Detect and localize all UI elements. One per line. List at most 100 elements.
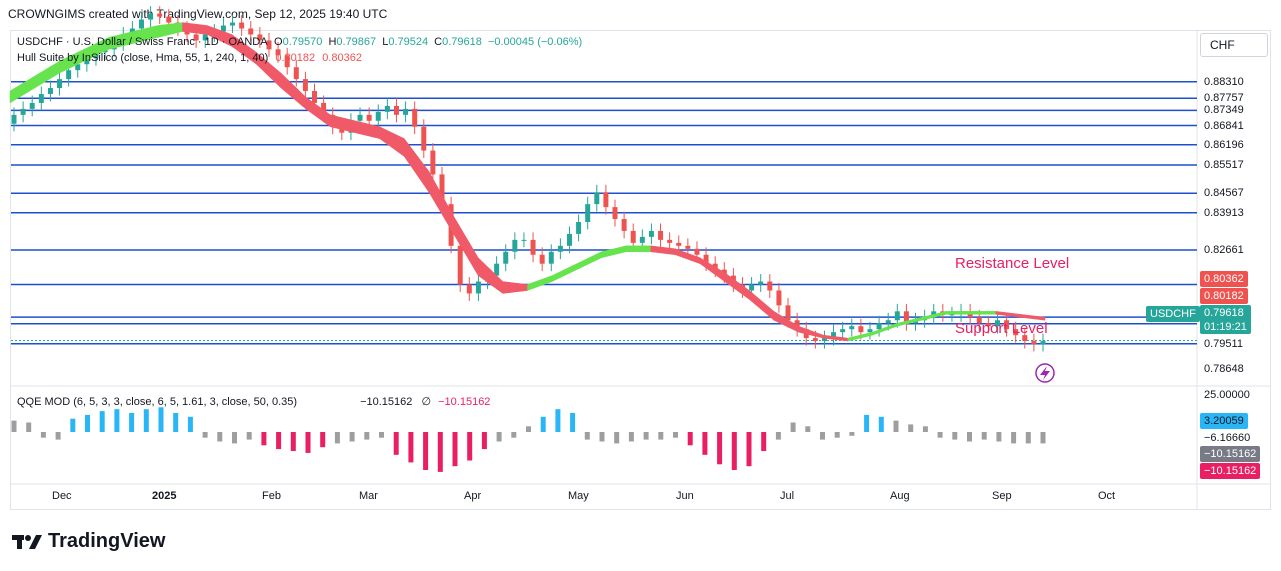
close-value: 0.79618 bbox=[442, 36, 482, 48]
candle-body bbox=[639, 236, 645, 243]
candle-body bbox=[603, 192, 609, 208]
candle-body bbox=[694, 248, 700, 255]
qqe-tag-a: 3.20059 bbox=[1200, 413, 1248, 429]
candle-body bbox=[38, 94, 44, 103]
qqe-bar bbox=[893, 420, 899, 432]
candle-body bbox=[703, 254, 709, 264]
qqe-bar bbox=[864, 414, 870, 432]
candle-body bbox=[612, 207, 618, 220]
qqe-bar bbox=[731, 432, 737, 470]
tradingview-wordmark: TradingView bbox=[48, 530, 166, 552]
symbol-tag: USDCHF bbox=[1146, 306, 1200, 322]
qqe-bar bbox=[540, 416, 546, 432]
candle-body bbox=[20, 108, 26, 115]
candle-body bbox=[821, 338, 827, 342]
price-axis-label: 0.87757 bbox=[1204, 92, 1244, 105]
hull-band-segment bbox=[305, 96, 331, 128]
qqe-title[interactable]: QQE MOD (6, 5, 3, 3, close, 6, 5, 1.61, … bbox=[17, 396, 298, 408]
price-axis-label: 0.82661 bbox=[1204, 243, 1244, 256]
candle-body bbox=[475, 281, 481, 294]
candle-body bbox=[47, 88, 53, 95]
qqe-top-label: 25.00000 bbox=[1204, 389, 1250, 401]
qqe-value-1: −10.15162 bbox=[360, 396, 413, 408]
candle-body bbox=[1031, 341, 1037, 345]
candle-body bbox=[321, 102, 327, 115]
open-value: 0.79570 bbox=[282, 36, 323, 48]
price-axis-label: 0.84567 bbox=[1204, 187, 1244, 200]
qqe-bar bbox=[805, 426, 811, 432]
candle-body bbox=[831, 332, 837, 339]
hull-band-segment bbox=[453, 215, 479, 277]
price-axis-label: 0.85517 bbox=[1204, 158, 1244, 171]
candle-body bbox=[193, 34, 199, 41]
candle-body bbox=[530, 239, 536, 255]
qqe-bar bbox=[673, 432, 678, 438]
hull-band-segment bbox=[354, 120, 380, 139]
candle-body bbox=[658, 230, 664, 240]
candle-body bbox=[366, 114, 372, 121]
qqe-bar bbox=[276, 432, 282, 450]
candle-body bbox=[403, 108, 409, 115]
qqe-bar bbox=[26, 422, 32, 432]
qqe-tag-c: −10.15162 bbox=[1200, 446, 1261, 462]
candle-body bbox=[585, 204, 591, 223]
qqe-bar bbox=[614, 432, 620, 444]
qqe-bar bbox=[1040, 432, 1046, 444]
price-axis-label: 0.78648 bbox=[1204, 363, 1244, 376]
qqe-bar bbox=[761, 432, 767, 451]
qqe-label-b: −6.16660 bbox=[1204, 432, 1251, 444]
candle-body bbox=[148, 13, 154, 20]
candle-body bbox=[1013, 329, 1019, 336]
candle-body bbox=[375, 111, 381, 121]
hull-band-segment bbox=[551, 263, 578, 282]
hull-band-segment bbox=[946, 311, 972, 315]
qqe-bar bbox=[129, 413, 135, 432]
tradingview-footer: TradingView bbox=[12, 530, 165, 553]
candle-body bbox=[812, 338, 818, 342]
chart-header: CROWNGIMS created with TradingView.com, … bbox=[8, 7, 388, 21]
symbol-title[interactable]: USDCHF · U.S. Dollar / Swiss Franc · 1D … bbox=[17, 36, 267, 48]
qqe-bar bbox=[393, 432, 399, 455]
qqe-bar bbox=[981, 432, 987, 440]
qqe-bar bbox=[246, 432, 252, 440]
qqe-bar bbox=[717, 432, 723, 465]
qqe-bar bbox=[658, 432, 664, 440]
candle-body bbox=[457, 245, 463, 285]
qqe-bar bbox=[70, 418, 76, 432]
qqe-tag-d: −10.15162 bbox=[1200, 463, 1261, 479]
qqe-bar bbox=[628, 432, 634, 442]
qqe-bar bbox=[114, 409, 120, 432]
hull-band-segment bbox=[970, 311, 996, 315]
price-axis-label: 0.86841 bbox=[1204, 119, 1244, 132]
currency-selector[interactable]: CHF bbox=[1200, 33, 1268, 57]
candle-body bbox=[75, 64, 81, 71]
candle-body bbox=[840, 329, 846, 333]
price-axis-label: 0.86196 bbox=[1204, 138, 1244, 151]
qqe-bar bbox=[511, 432, 517, 438]
price-axis-label: 0.87349 bbox=[1204, 104, 1244, 117]
indicator-title[interactable]: Hull Suite by InSilico (close, Hma, 55, … bbox=[17, 52, 269, 64]
qqe-bar bbox=[173, 413, 179, 432]
candle-body bbox=[994, 320, 1000, 327]
candle-body bbox=[749, 284, 755, 291]
candle-body bbox=[393, 105, 399, 115]
month-label: Feb bbox=[262, 490, 281, 502]
qqe-bar bbox=[379, 432, 384, 438]
candle-body bbox=[557, 245, 563, 252]
candle-body bbox=[439, 174, 445, 205]
price-axis-label: 0.79511 bbox=[1204, 337, 1243, 350]
hull-band-segment bbox=[798, 325, 824, 339]
qqe-bar bbox=[496, 432, 502, 442]
month-label: Jun bbox=[676, 490, 694, 502]
month-label: Oct bbox=[1098, 490, 1116, 502]
candle-body bbox=[903, 311, 909, 324]
hull-band-segment bbox=[896, 316, 923, 327]
candle-body bbox=[1040, 341, 1046, 345]
candle-body bbox=[849, 326, 855, 330]
candle-body bbox=[876, 323, 882, 330]
candle-body bbox=[503, 251, 509, 264]
candle-body bbox=[84, 58, 90, 65]
qqe-bar bbox=[878, 416, 884, 432]
qqe-bar bbox=[99, 411, 105, 432]
